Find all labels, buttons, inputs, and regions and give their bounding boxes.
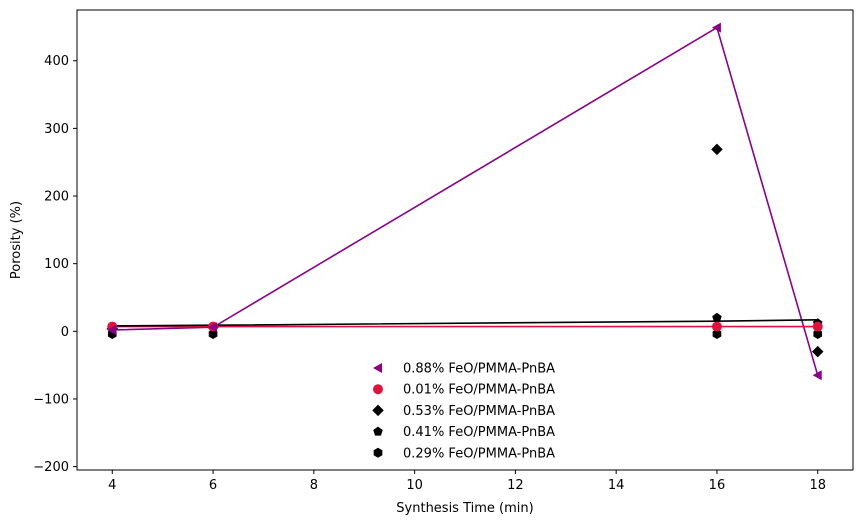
x-tick-label-6: 16 <box>709 478 726 493</box>
y-axis-label: Porosity (%) <box>9 201 24 279</box>
y-tick-label-2: 0 <box>61 325 69 340</box>
legend-label-2: 0.53% FeO/PMMA-PnBA <box>403 404 555 419</box>
data-point-s4-1 <box>208 329 218 340</box>
data-point-s0-1 <box>208 322 218 333</box>
y-tick-label-0: −200 <box>33 460 69 475</box>
legend-label-1: 0.01% FeO/PMMA-PnBA <box>403 383 555 398</box>
legend-label-0: 0.88% FeO/PMMA-PnBA <box>403 362 555 377</box>
x-tick-label-2: 8 <box>310 478 318 493</box>
data-point-s2-2 <box>711 143 723 156</box>
x-tick-label-1: 6 <box>209 478 217 493</box>
axes: 4 6 8 10 12 14 16 18 −200 −100 0 100 200 300 400 <box>33 9 854 493</box>
x-tick-label-4: 12 <box>507 478 524 493</box>
legend-marker-3 <box>373 426 383 436</box>
legend-label-4: 0.29% FeO/PMMA-PnBA <box>403 446 555 461</box>
legend-marker-0 <box>373 363 382 373</box>
legend: 0.88% FeO/PMMA-PnBA 0.01% FeO/PMMA-PnBA 0.… <box>372 362 555 461</box>
y-tick-label-4: 200 <box>44 190 69 205</box>
data-point-s4-2 <box>712 329 722 340</box>
y-tick-label-5: 300 <box>44 122 69 137</box>
legend-marker-4 <box>373 447 383 458</box>
x-tick-label-7: 18 <box>809 478 826 493</box>
y-tick-label-3: 100 <box>44 257 69 272</box>
data-point-s3-2 <box>712 312 722 322</box>
data-point-s1-3 <box>812 321 823 332</box>
data-point-s0-3 <box>812 370 822 381</box>
x-tick-label-5: 14 <box>608 478 625 493</box>
x-tick-label-0: 4 <box>108 478 116 493</box>
y-tick-label-1: −100 <box>33 392 69 407</box>
x-axis-label: Synthesis Time (min) <box>396 501 533 516</box>
legend-marker-2 <box>372 404 384 417</box>
data-point-s0-0 <box>107 324 117 335</box>
legend-marker-1 <box>373 384 383 395</box>
data-point-s2-3 <box>811 345 824 358</box>
data-point-s4-3 <box>813 329 823 340</box>
data-point-s0-2 <box>711 22 721 33</box>
series-line-0 <box>112 26 819 376</box>
x-tick-label-3: 10 <box>406 478 423 493</box>
legend-label-3: 0.41% FeO/PMMA-PnBA <box>403 425 555 440</box>
fit-line <box>112 319 818 327</box>
plot-area <box>106 22 824 381</box>
plot-content <box>106 22 824 381</box>
axes-frame <box>76 9 854 471</box>
y-tick-label-6: 400 <box>44 54 69 69</box>
data-point-s1-2 <box>711 321 722 332</box>
